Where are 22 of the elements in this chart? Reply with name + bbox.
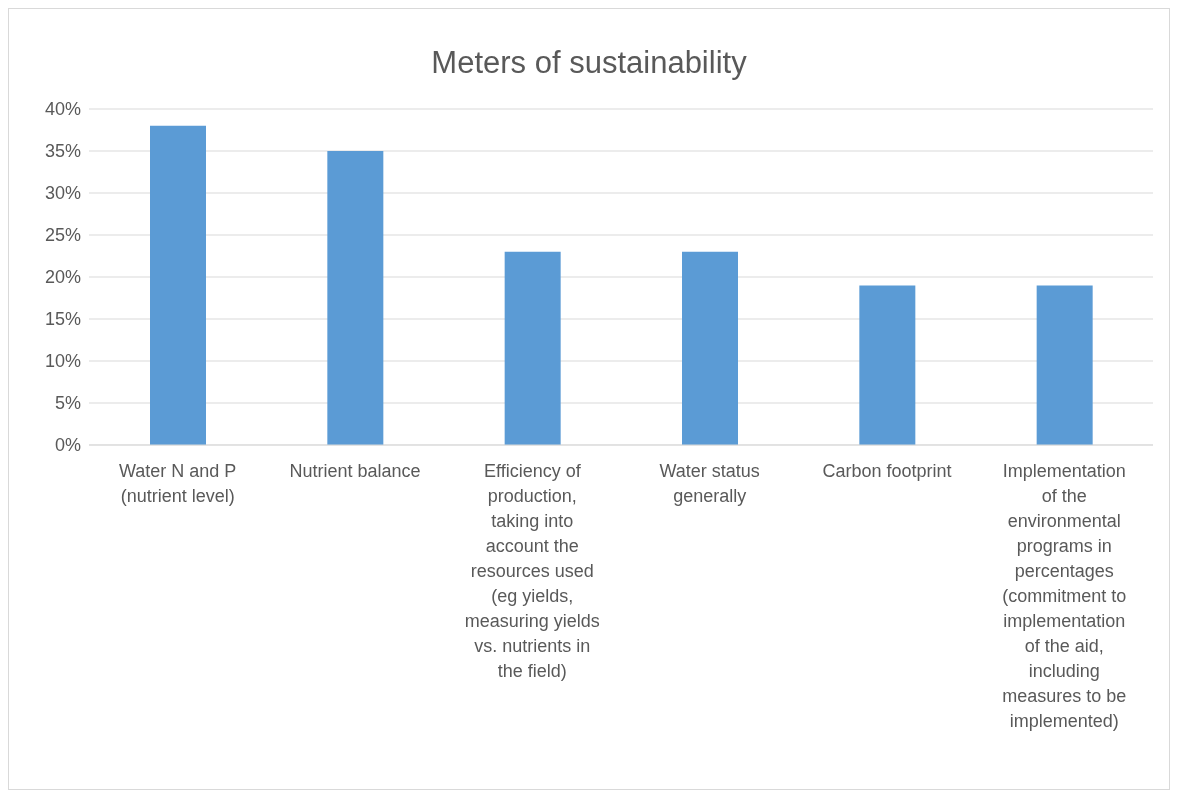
category-label: Implementation of the environmental programs in percentages (commitment to implementation of the aid, including measures to be implemented) bbox=[1002, 461, 1127, 732]
category-label: Efficiency of production, taking into account the resources used (eg yields, measuring yields vs. nutrients in the field) bbox=[464, 461, 600, 682]
y-tick-label: 30% bbox=[44, 183, 81, 204]
y-tick-label: 10% bbox=[44, 351, 81, 372]
y-tick-label: 5% bbox=[54, 393, 81, 414]
x-tick-label: Water status generally bbox=[659, 461, 760, 507]
x-tick-label: Carbon footprint bbox=[822, 461, 952, 482]
bar bbox=[504, 251, 561, 445]
x-tick-label: Nutrient balance bbox=[289, 461, 421, 482]
y-tick-label: 25% bbox=[44, 225, 81, 246]
y-tick-label: 35% bbox=[44, 141, 81, 162]
bar bbox=[1036, 285, 1093, 445]
bar bbox=[327, 151, 384, 445]
y-tick-label: 0% bbox=[54, 435, 81, 456]
y-tick-label: 40% bbox=[44, 99, 81, 120]
bar bbox=[859, 285, 916, 445]
y-tick-label: 15% bbox=[44, 309, 81, 330]
bar bbox=[682, 251, 738, 445]
x-tick-label: Water N and P (nutrient level) bbox=[118, 461, 237, 507]
y-tick-label: 20% bbox=[44, 267, 81, 288]
bar bbox=[150, 125, 206, 445]
chart-title: Meters of sustainability bbox=[430, 44, 748, 82]
